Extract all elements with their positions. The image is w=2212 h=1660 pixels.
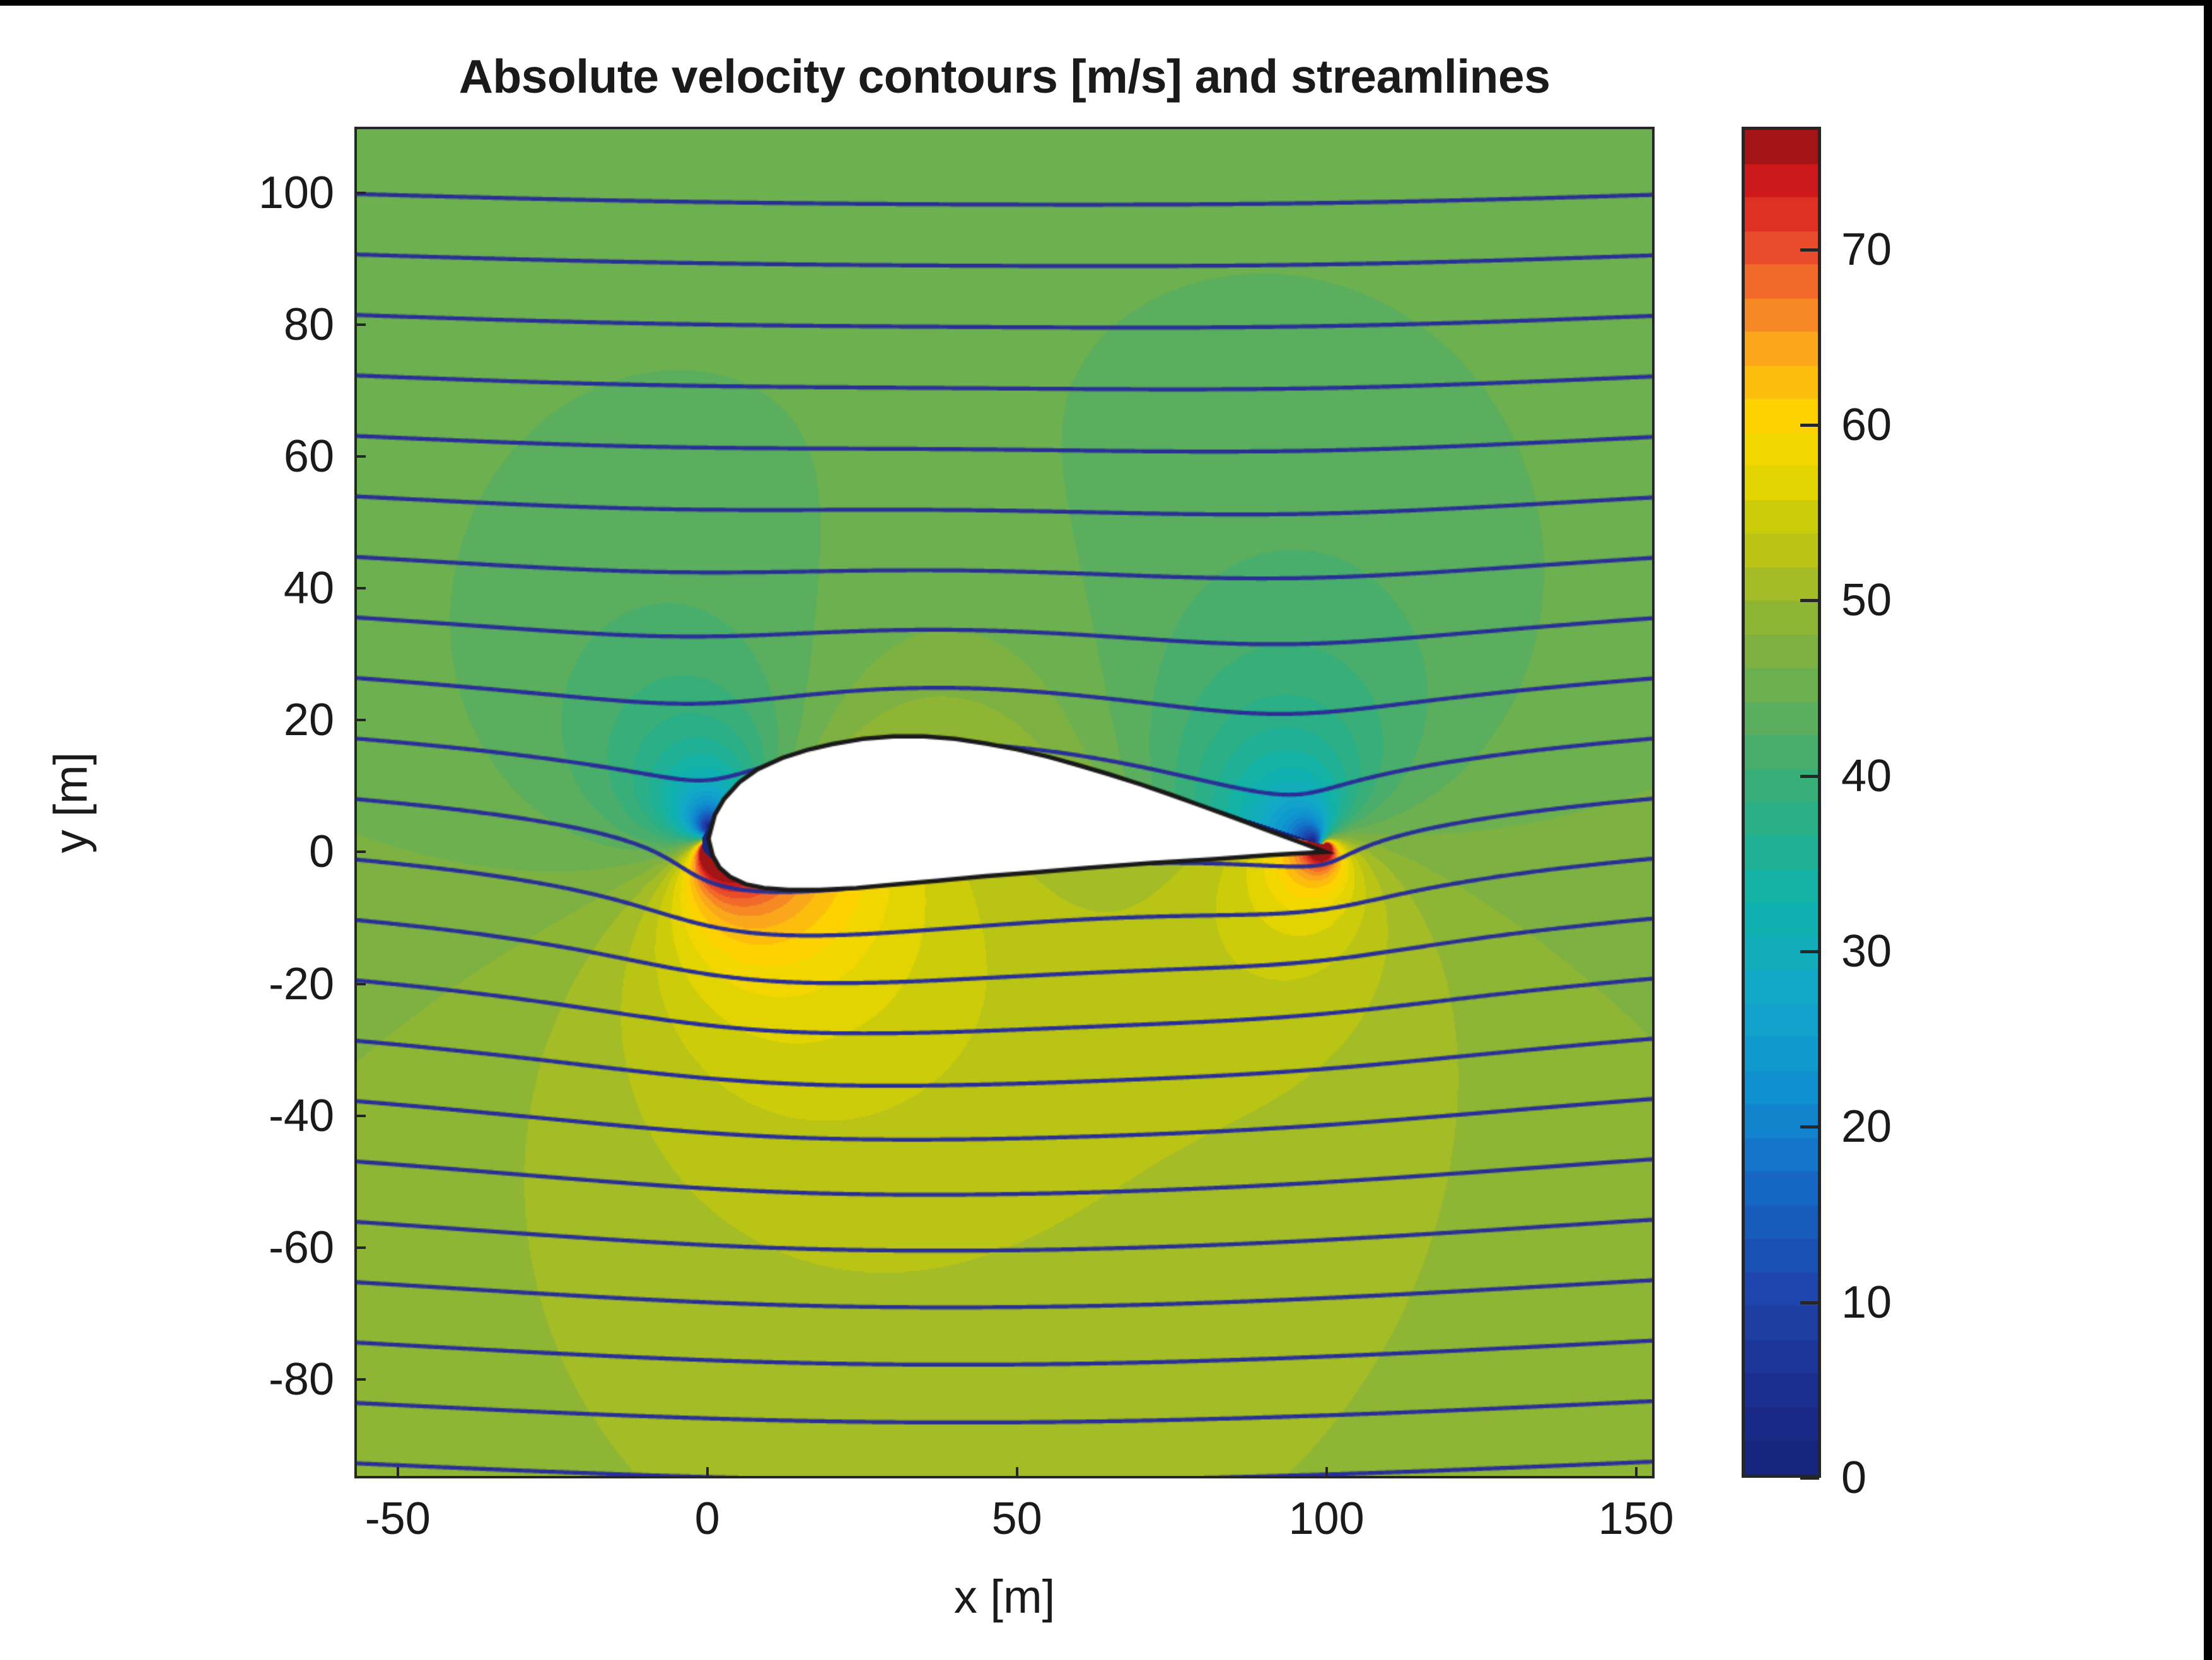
frame-right-bar: [2204, 0, 2212, 1660]
y-tick-mark: [354, 587, 366, 590]
colorbar-tick-label: 70: [1841, 224, 1892, 275]
y-tick-mark: [354, 982, 366, 985]
colorbar-tick-label: 0: [1841, 1453, 1867, 1503]
colorbar-tick-label: 50: [1841, 575, 1892, 626]
x-tick-mark: [1325, 1467, 1328, 1478]
x-tick-label: -50: [364, 1494, 431, 1544]
colorbar-tick-mark: [1800, 774, 1819, 778]
y-tick-label: -40: [268, 1090, 334, 1141]
x-tick-label: 150: [1598, 1494, 1674, 1544]
y-tick-mark: [354, 323, 366, 326]
x-tick-mark: [1015, 1467, 1018, 1478]
y-tick-mark: [354, 455, 366, 458]
plot-area: [354, 127, 1655, 1478]
y-tick-mark: [354, 1378, 366, 1381]
y-tick-label: -20: [268, 958, 334, 1009]
y-tick-mark: [354, 719, 366, 722]
airfoil-shape: [357, 129, 1652, 1476]
x-axis-title: x [m]: [953, 1570, 1056, 1623]
colorbar: [1742, 127, 1821, 1478]
y-tick-label: 80: [283, 299, 334, 350]
y-tick-label: 20: [283, 695, 334, 746]
y-tick-mark: [354, 850, 366, 854]
y-tick-label: -80: [268, 1354, 334, 1405]
y-tick-mark: [354, 1246, 366, 1249]
x-tick-mark: [1634, 1467, 1638, 1478]
y-tick-label: 40: [283, 563, 334, 614]
y-tick-label: 100: [258, 167, 334, 218]
y-tick-label: 0: [308, 827, 334, 878]
frame-top-bar: [0, 0, 2212, 6]
colorbar-tick-mark: [1800, 599, 1819, 603]
colorbar-tick-mark: [1800, 248, 1819, 252]
colorbar-tick-label: 30: [1841, 926, 1892, 977]
colorbar-gradient: [1745, 130, 1818, 1475]
colorbar-tick-label: 60: [1841, 400, 1892, 451]
page-title: Absolute velocity contours [m/s] and str…: [458, 50, 1551, 103]
colorbar-tick-label: 20: [1841, 1101, 1892, 1152]
x-tick-mark: [706, 1467, 709, 1478]
colorbar-tick-mark: [1800, 424, 1819, 427]
y-tick-label: 60: [283, 431, 334, 482]
colorbar-tick-mark: [1800, 1125, 1819, 1129]
x-tick-label: 100: [1288, 1494, 1365, 1544]
y-axis-title: y [m]: [44, 752, 97, 854]
x-tick-mark: [396, 1467, 399, 1478]
y-tick-mark: [354, 191, 366, 194]
colorbar-tick-mark: [1800, 1477, 1819, 1480]
colorbar-tick-mark: [1800, 950, 1819, 954]
colorbar-tick-label: 40: [1841, 750, 1892, 801]
x-tick-label: 50: [991, 1494, 1042, 1544]
colorbar-tick-mark: [1800, 1301, 1819, 1304]
y-tick-label: -60: [268, 1222, 334, 1273]
y-tick-mark: [354, 1114, 366, 1117]
x-tick-label: 0: [694, 1494, 720, 1544]
colorbar-tick-label: 10: [1841, 1277, 1892, 1328]
